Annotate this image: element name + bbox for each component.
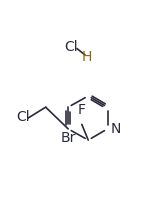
Text: F: F xyxy=(78,103,86,117)
Text: Cl: Cl xyxy=(64,40,78,54)
Text: N: N xyxy=(110,122,121,136)
Text: Cl: Cl xyxy=(16,110,30,124)
Text: Br: Br xyxy=(60,131,76,145)
Text: H: H xyxy=(81,50,92,64)
